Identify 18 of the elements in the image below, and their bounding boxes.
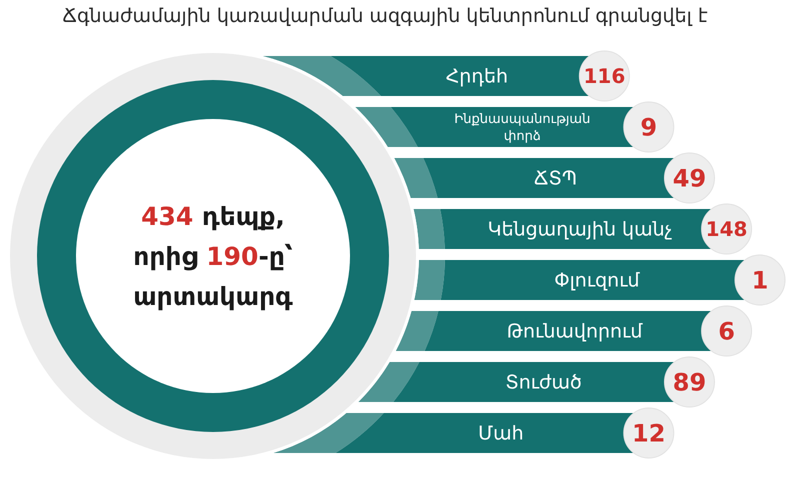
category-label: Ինքնասպանության փորձ [454, 112, 590, 144]
category-label: Տուժած [505, 372, 582, 394]
data-label: 89 [672, 368, 706, 397]
text: Ճգնաժամային կառավարման ազգային կենտրոնում գրանցվել է [62, 5, 708, 27]
category-label: Թունավորում [506, 320, 644, 343]
category-label: Կենցաղային կանչ [488, 218, 673, 241]
text: 434 դեպք, որից 190-ը՝ արտակարգ [133, 202, 294, 311]
category-label: Փլուզում [554, 270, 640, 292]
data-label: 1 [752, 266, 768, 295]
data-label: 9 [640, 114, 658, 142]
category-label: ՃՏՊ [534, 168, 578, 190]
data-label: 6 [718, 318, 735, 346]
data-label: 116 [584, 64, 626, 88]
data-label: 12 [632, 420, 666, 448]
data-label: 49 [672, 164, 706, 193]
category-label: Մահ [478, 422, 524, 445]
data-label: 148 [706, 217, 748, 242]
category-label: Հրդեհ [446, 66, 508, 88]
